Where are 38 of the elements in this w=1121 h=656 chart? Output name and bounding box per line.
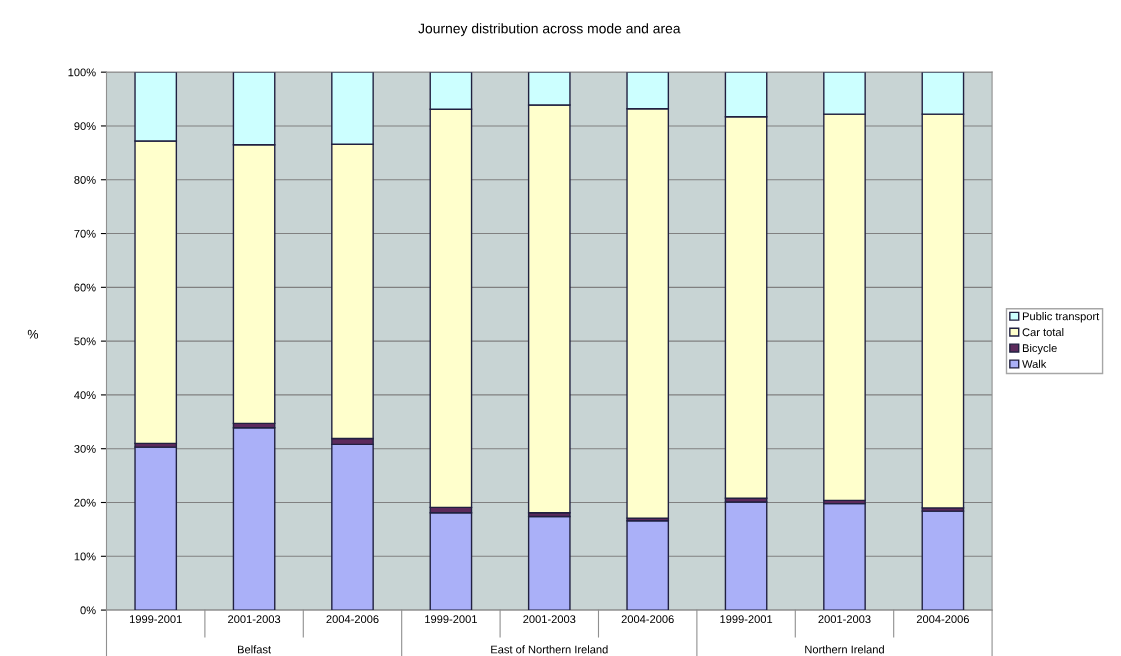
y-tick-label: 80%	[74, 176, 96, 184]
legend-label: Walk	[1022, 359, 1047, 368]
legend-label: Bicycle	[1022, 343, 1057, 355]
x-tick-label: 2001-2003	[228, 615, 281, 624]
legend-label: Public transport	[1022, 312, 1100, 323]
bar	[429, 512, 473, 611]
y-tick-label: 70%	[74, 229, 96, 238]
x-tick-label: 2001-2003	[818, 615, 871, 624]
x-tick-label: 2004-2006	[326, 615, 379, 624]
bar	[724, 501, 768, 611]
y-tick-label: 0%	[80, 606, 96, 615]
x-tick-label: 2001-2003	[523, 615, 576, 624]
y-tick-label: 90%	[74, 122, 96, 131]
bar	[527, 515, 571, 611]
bar	[921, 510, 965, 611]
x-tick-label: 1999-2001	[720, 615, 773, 624]
y-axis-title: %	[27, 329, 39, 339]
y-tick-label: 60%	[74, 283, 96, 292]
y-tick-label: 50%	[74, 337, 96, 346]
bar	[823, 502, 866, 611]
x-tick-label: 1999-2001	[129, 615, 182, 624]
x-tick-label: 2004-2006	[916, 615, 969, 624]
bar	[626, 520, 670, 611]
legend-label: Car total	[1022, 327, 1064, 337]
y-tick-label: 10%	[74, 552, 96, 561]
y-tick-label: 30%	[74, 444, 96, 453]
text: East of Northern Ireland	[491, 645, 608, 654]
text: Belfast	[238, 645, 271, 654]
bar	[331, 443, 374, 611]
bar	[134, 446, 178, 611]
x-tick-label: 2004-2006	[621, 615, 674, 624]
text: Northern Ireland	[805, 645, 884, 654]
chart-title: Journey distribution across mode and area	[418, 23, 681, 37]
y-tick-label: 20%	[74, 498, 96, 507]
bar	[232, 427, 276, 611]
y-tick-label: 100%	[68, 68, 96, 77]
y-tick-label: 40%	[74, 391, 96, 400]
x-tick-label: 1999-2001	[425, 615, 477, 624]
